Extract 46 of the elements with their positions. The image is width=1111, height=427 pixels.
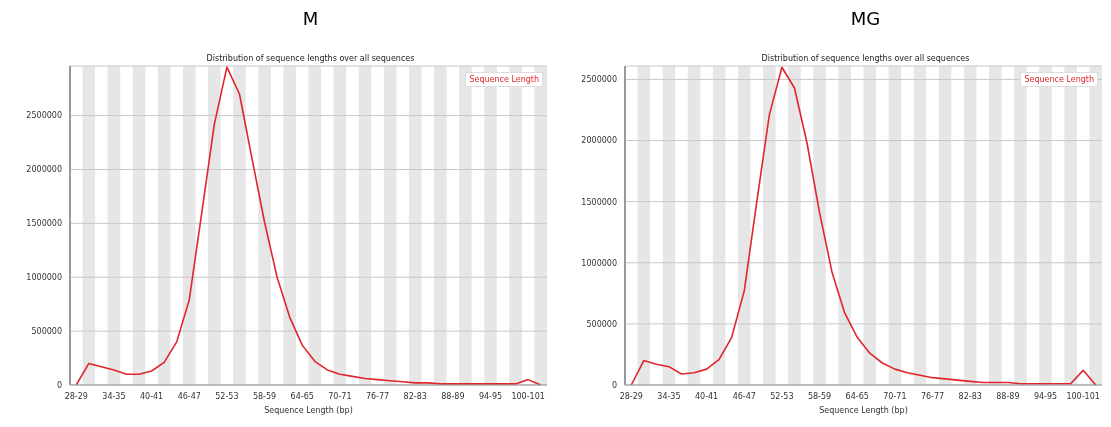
chart-title: M [301,8,320,31]
chart-subtitle: Distribution of sequence lengths over all sequences [205,54,416,63]
x-tick-label: 94-95 [1033,391,1058,401]
y-tick-label: 1000000 [26,273,62,283]
x-tick-label: 46-47 [177,391,201,401]
y-tick-label: 500000 [586,319,617,329]
x-tick-label: 58-59 [252,391,277,401]
text: Sequence Length [469,75,539,84]
y-tick-label: 500000 [31,326,62,336]
x-tick-label: 82-83 [403,391,427,401]
x-axis-title: Sequence Length (bp) [819,406,908,415]
x-tick-label: 28-29 [619,391,643,401]
y-tick-label: 1500000 [581,197,617,207]
x-tick-label: 64-65 [290,391,314,401]
x-tick-label: 58-59 [807,391,832,401]
y-tick-label: 1500000 [26,219,62,229]
x-tick-label: 52-53 [215,391,239,401]
x-tick-label: 28-29 [64,391,88,401]
x-tick-label: 70-71 [883,391,907,401]
chart-title: MG [849,8,882,31]
x-tick-label: 94-95 [478,391,503,401]
y-tick-label: 2000000 [581,136,617,146]
x-axis-title: Sequence Length (bp) [264,406,353,415]
y-tick-label: 2500000 [26,111,62,121]
x-tick-label: 46-47 [732,391,756,401]
x-tick-label: 100-101 [511,391,545,401]
y-tick-label: 0 [56,380,62,390]
y-tick-label: 1000000 [581,258,617,268]
x-tick-label: 76-77 [365,391,390,401]
chart-subtitle: Distribution of sequence lengths over all sequences [760,54,971,63]
x-tick-label: 82-83 [958,391,982,401]
y-tick-label: 0 [611,380,617,390]
x-tick-label: 64-65 [845,391,869,401]
x-tick-label: 34-35 [102,391,126,401]
text: Sequence Length [1024,75,1094,84]
x-tick-label: 70-71 [328,391,352,401]
x-tick-label: 40-41 [139,391,164,401]
x-tick-label: 40-41 [694,391,719,401]
y-tick-label: 2500000 [581,75,617,85]
x-tick-label: 52-53 [770,391,794,401]
x-tick-label: 76-77 [920,391,945,401]
x-tick-label: 34-35 [657,391,681,401]
x-tick-label: 88-89 [996,391,1020,401]
x-tick-label: 88-89 [441,391,465,401]
y-tick-label: 2000000 [26,165,62,175]
x-tick-label: 100-101 [1066,391,1100,401]
